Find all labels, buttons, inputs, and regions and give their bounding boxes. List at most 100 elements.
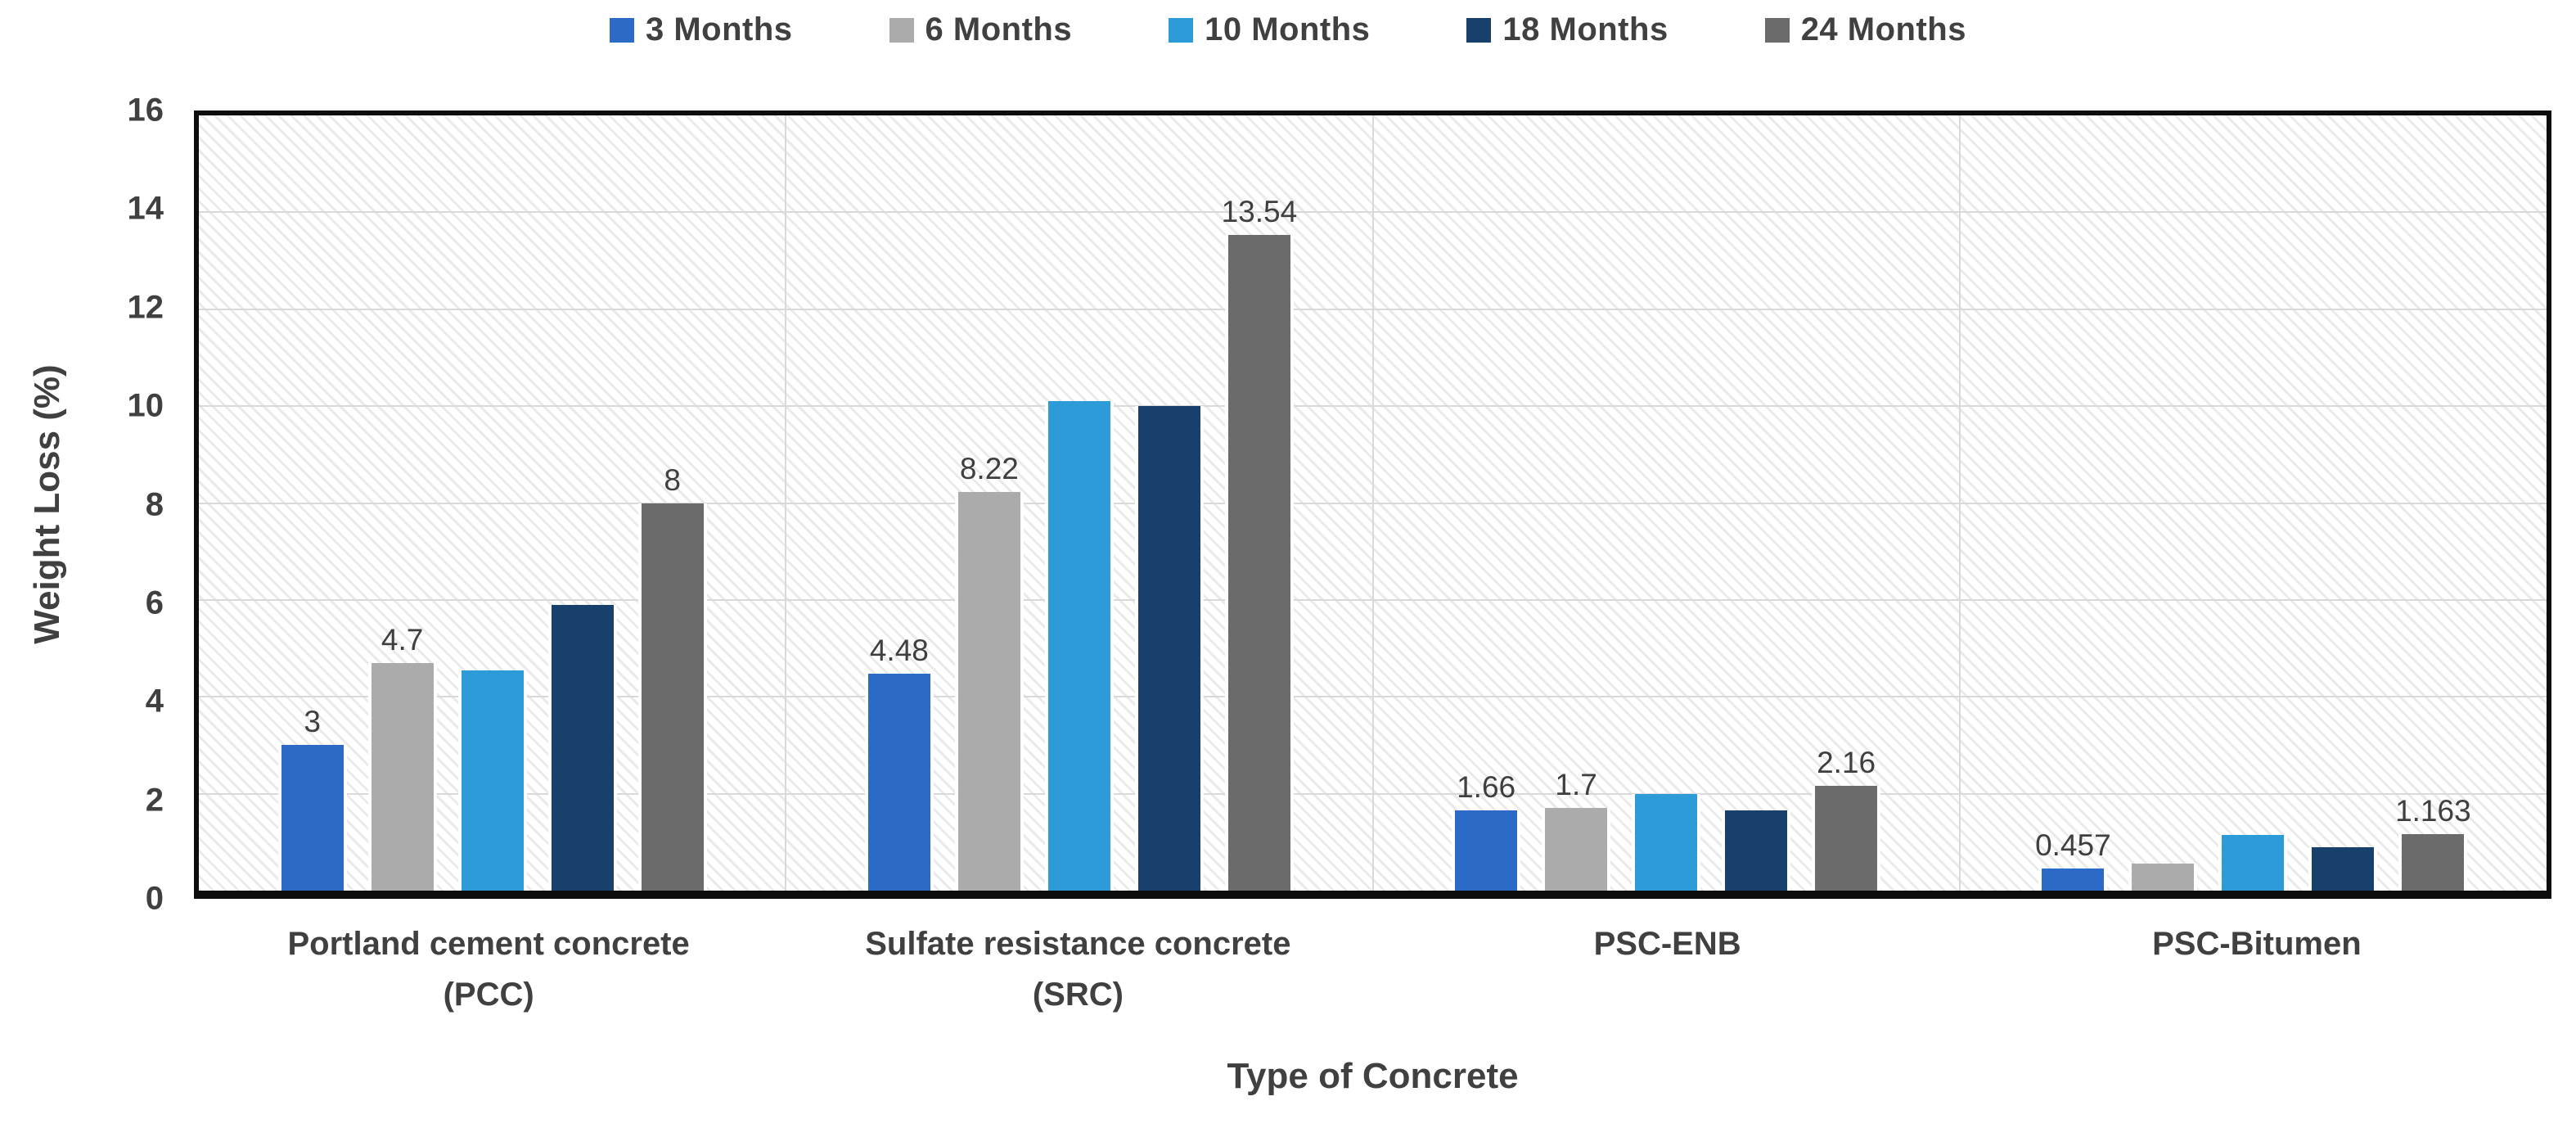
bar-10-months-4 <box>2222 834 2285 891</box>
bar-slot <box>2312 115 2375 891</box>
category-line: Sulfate resistance concrete <box>865 926 1291 962</box>
legend-item-18-months: 18 Months <box>1466 11 1668 48</box>
y-tick: 12 <box>127 289 164 326</box>
bar-6-months-4 <box>2132 864 2195 891</box>
category-label-psc-enb: PSC-ENB <box>1373 918 1962 1020</box>
bar-slot: 13.54 <box>1222 115 1297 891</box>
data-label: 13.54 <box>1221 194 1298 228</box>
bar-slot: 2.16 <box>1815 115 1878 891</box>
category-line: Portland cement concrete <box>287 926 690 962</box>
legend-label: 24 Months <box>1800 11 1966 47</box>
bar-slot: 1.163 <box>2395 115 2471 891</box>
bar-slot: 8 <box>641 115 704 891</box>
x-axis-title: Type of Concrete <box>1227 1056 1519 1096</box>
bar-slot <box>1137 115 1200 891</box>
bar-24-months-1 <box>641 503 704 891</box>
legend-item-6-months: 6 Months <box>889 11 1073 48</box>
bar-6-months-3 <box>1545 808 1608 891</box>
bar-slot <box>1635 115 1698 891</box>
category-line: (PCC) <box>443 977 534 1013</box>
legend-marker-icon <box>1764 17 1790 43</box>
bar-3-months-2 <box>867 673 930 891</box>
bar-slot: 0.457 <box>2035 115 2111 891</box>
bar-slot: 4.48 <box>867 115 930 891</box>
category-line: PSC-Bitumen <box>2152 926 2362 962</box>
bar-slot: 4.7 <box>371 115 434 891</box>
bar-18-months-3 <box>1725 810 1788 891</box>
y-tick: 16 <box>127 92 164 129</box>
bar-group-3: 1.66 1.7 2.16 <box>1373 115 1960 891</box>
legend-marker-icon <box>610 17 634 43</box>
bar-18-months-4 <box>2312 846 2375 891</box>
y-tick: 6 <box>145 584 164 621</box>
plot-area: 3 4.7 8 4.48 8.22 13.54 1.66 1.7 2.16 0.457 1.163 <box>194 111 2551 899</box>
data-label: 4.7 <box>381 622 424 656</box>
y-tick: 14 <box>127 190 164 227</box>
gridline <box>785 115 787 891</box>
legend: 3 Months 6 Months 10 Months 18 Months 24… <box>0 11 2576 48</box>
bar-slot <box>2222 115 2285 891</box>
bar-10-months-1 <box>461 670 524 891</box>
bar-6-months-2 <box>957 492 1020 891</box>
legend-item-24-months: 24 Months <box>1764 11 1966 48</box>
bar-3-months-3 <box>1455 810 1518 891</box>
legend-marker-icon <box>1169 17 1194 43</box>
legend-item-3-months: 3 Months <box>610 11 793 48</box>
bar-group-4: 0.457 1.163 <box>1960 115 2547 891</box>
bar-10-months-2 <box>1047 401 1110 891</box>
bar-6-months-1 <box>371 662 434 891</box>
bar-18-months-1 <box>551 604 614 891</box>
category-label-pcc: Portland cement concrete (PCC) <box>194 918 783 1020</box>
bar-18-months-2 <box>1137 406 1200 891</box>
bar-slot <box>2132 115 2195 891</box>
gridline <box>1371 115 1374 891</box>
legend-label: 18 Months <box>1502 11 1669 47</box>
bar-slot: 3 <box>281 115 344 891</box>
category-label-psc-bitumen: PSC-Bitumen <box>1962 918 2551 1020</box>
bar-group-2: 4.48 8.22 13.54 <box>786 115 1372 891</box>
legend-marker-icon <box>1466 17 1492 43</box>
legend-label: 3 Months <box>646 11 793 47</box>
legend-label: 10 Months <box>1205 11 1371 47</box>
y-axis-ticks: 16 14 12 10 8 6 4 2 0 <box>0 92 164 917</box>
bar-24-months-2 <box>1227 234 1290 891</box>
bar-slot <box>551 115 614 891</box>
bar-slot: 8.22 <box>957 115 1020 891</box>
x-axis-categories: Portland cement concrete (PCC) Sulfate r… <box>194 918 2551 1020</box>
bar-3-months-4 <box>2042 868 2105 891</box>
bar-slot: 1.66 <box>1455 115 1518 891</box>
data-label: 3 <box>304 705 321 739</box>
category-line: PSC-ENB <box>1593 926 1741 962</box>
data-label: 8 <box>664 462 681 497</box>
category-line: (SRC) <box>1032 977 1124 1013</box>
y-tick: 2 <box>145 782 164 819</box>
data-label: 1.7 <box>1555 768 1597 802</box>
data-label: 1.163 <box>2395 794 2471 828</box>
bar-3-months-1 <box>281 745 344 891</box>
data-label: 4.48 <box>869 633 929 667</box>
bar-24-months-3 <box>1815 786 1878 891</box>
data-label: 1.66 <box>1457 769 1516 804</box>
bar-10-months-3 <box>1635 793 1698 891</box>
bar-groups: 3 4.7 8 4.48 8.22 13.54 1.66 1.7 2.16 0.457 1.163 <box>199 115 2547 891</box>
bar-slot <box>1725 115 1788 891</box>
legend-marker-icon <box>889 17 914 43</box>
bar-slot <box>461 115 524 891</box>
bar-slot <box>1047 115 1110 891</box>
data-label: 2.16 <box>1817 746 1876 780</box>
data-label: 0.457 <box>2035 828 2111 862</box>
y-axis-title: Weight Loss (%) <box>27 364 67 644</box>
y-tick: 8 <box>145 486 164 522</box>
legend-label: 6 Months <box>925 11 1073 47</box>
gridline <box>1958 115 1961 891</box>
y-tick: 10 <box>127 387 164 424</box>
bar-group-1: 3 4.7 8 <box>199 115 786 891</box>
y-tick: 0 <box>145 880 164 917</box>
bar-slot: 1.7 <box>1545 115 1608 891</box>
category-label-src: Sulfate resistance concrete (SRC) <box>783 918 1372 1020</box>
y-tick: 4 <box>145 683 164 720</box>
data-label: 8.22 <box>959 452 1019 486</box>
legend-item-10-months: 10 Months <box>1169 11 1370 48</box>
bar-24-months-4 <box>2402 834 2465 891</box>
